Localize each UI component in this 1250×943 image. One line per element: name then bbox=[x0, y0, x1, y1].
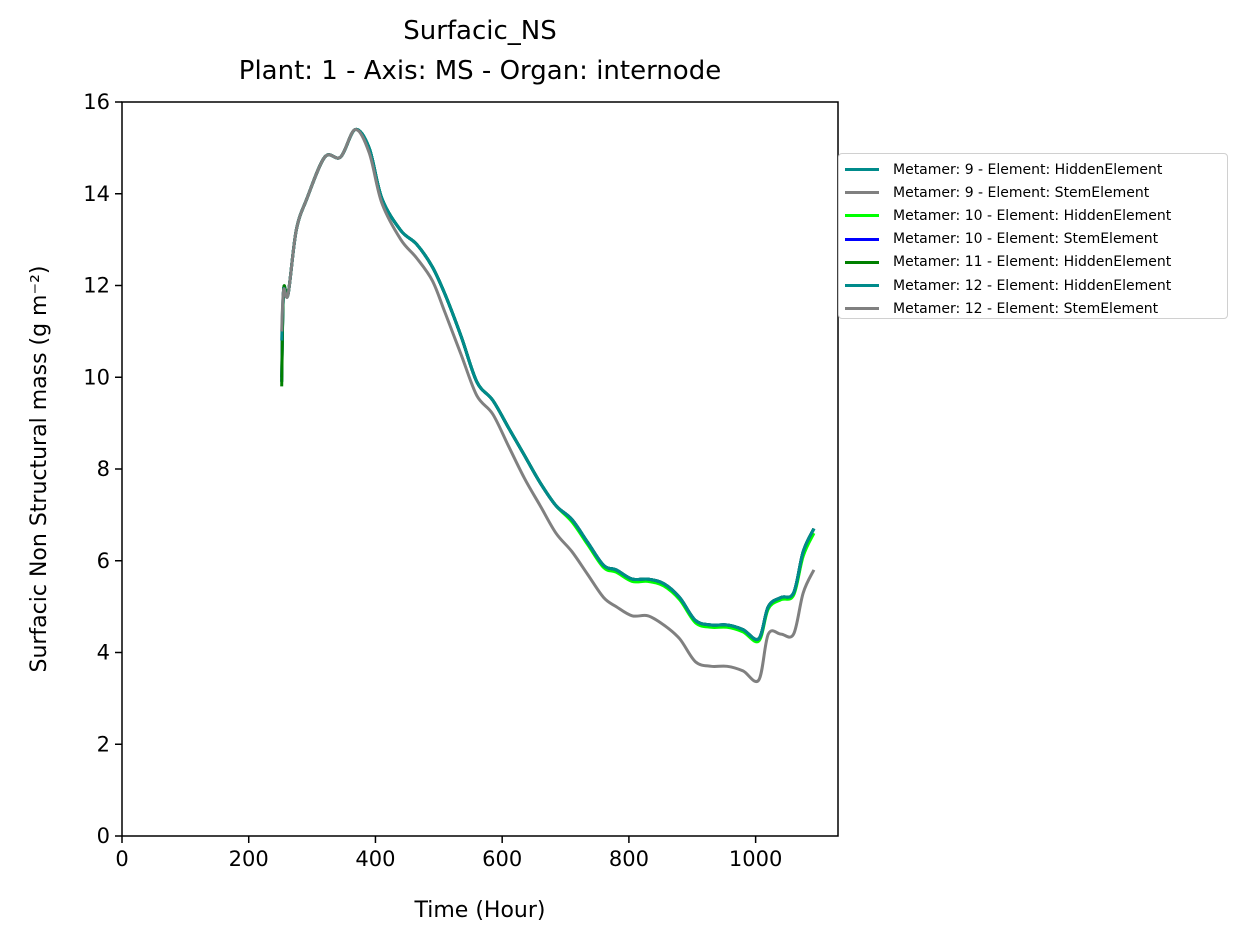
x-tick-label: 600 bbox=[482, 847, 522, 871]
legend-item: Metamer: 10 - Element: StemElement bbox=[845, 228, 1227, 251]
y-tick-label: 14 bbox=[83, 182, 110, 206]
series-line-5 bbox=[280, 127, 816, 642]
legend-label: Metamer: 12 - Element: StemElement bbox=[893, 300, 1159, 317]
legend-label: Metamer: 12 - Element: HiddenElement bbox=[893, 277, 1172, 294]
y-tick-label: 12 bbox=[83, 274, 110, 298]
legend-label: Metamer: 10 - Element: StemElement bbox=[893, 231, 1159, 248]
legend-label: Metamer: 11 - Element: HiddenElement bbox=[893, 254, 1172, 271]
legend-swatch bbox=[845, 307, 879, 311]
legend-item: Metamer: 12 - Element: HiddenElement bbox=[845, 274, 1227, 297]
legend-swatch bbox=[845, 214, 879, 218]
y-axis-title: Surfacic Non Structural mass (g m⁻²) bbox=[27, 265, 52, 672]
y-tick-label: 10 bbox=[83, 365, 110, 389]
x-tick-label: 400 bbox=[355, 847, 395, 871]
x-tick-label: 1000 bbox=[729, 847, 782, 871]
x-tick-label: 800 bbox=[609, 847, 649, 871]
legend-item: Metamer: 12 - Element: StemElement bbox=[845, 297, 1227, 320]
legend-label: Metamer: 9 - Element: StemElement bbox=[893, 184, 1150, 201]
legend-item: Metamer: 11 - Element: HiddenElement bbox=[845, 251, 1227, 274]
series-line-4 bbox=[280, 127, 816, 642]
legend-swatch bbox=[845, 284, 879, 288]
legend: Metamer: 9 - Element: HiddenElement Metam… bbox=[838, 153, 1228, 319]
series-line-3 bbox=[280, 127, 816, 644]
legend-item: Metamer: 9 - Element: StemElement bbox=[845, 181, 1227, 204]
y-tick-label: 4 bbox=[97, 641, 110, 665]
legend-swatch bbox=[845, 260, 879, 264]
series-line-6 bbox=[280, 127, 816, 642]
y-tick-label: 16 bbox=[83, 90, 110, 114]
legend-item: Metamer: 9 - Element: HiddenElement bbox=[845, 158, 1227, 181]
chart-subtitle: Plant: 1 - Axis: MS - Organ: internode bbox=[238, 56, 722, 86]
legend-swatch bbox=[845, 191, 879, 195]
chart-title: Surfacic_NS bbox=[403, 16, 557, 46]
series-line-7 bbox=[280, 128, 816, 683]
y-tick-label: 8 bbox=[97, 457, 110, 481]
y-tick-label: 0 bbox=[97, 824, 110, 848]
legend-label: Metamer: 9 - Element: HiddenElement bbox=[893, 161, 1163, 178]
plot-area-frame bbox=[121, 101, 839, 837]
legend-item: Metamer: 10 - Element: HiddenElement bbox=[845, 204, 1227, 227]
x-tick-label: 0 bbox=[115, 847, 128, 871]
x-tick-label: 200 bbox=[229, 847, 269, 871]
y-tick-label: 2 bbox=[97, 732, 110, 756]
y-tick-label: 6 bbox=[97, 549, 110, 573]
legend-swatch bbox=[845, 168, 879, 172]
legend-swatch bbox=[845, 237, 879, 241]
series-line-2 bbox=[280, 127, 816, 642]
legend-label: Metamer: 10 - Element: HiddenElement bbox=[893, 207, 1172, 224]
x-axis-title: Time (Hour) bbox=[414, 898, 546, 923]
series-line-1 bbox=[280, 127, 816, 642]
